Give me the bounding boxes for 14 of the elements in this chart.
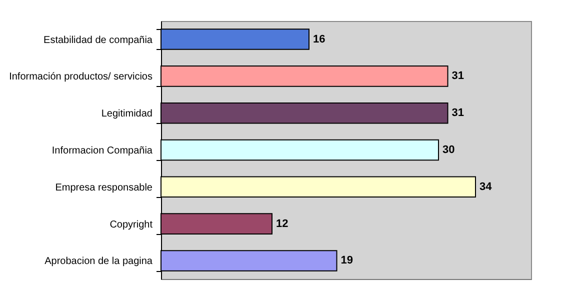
data-label: 30 bbox=[442, 144, 455, 156]
y-tick-label: Informacion Compañia bbox=[52, 146, 153, 156]
data-label: 34 bbox=[480, 180, 493, 193]
y-tick-label: Aprobacion de la pagina bbox=[44, 256, 153, 268]
data-label: 12 bbox=[276, 218, 288, 230]
y-tick-label: Copyright bbox=[110, 219, 153, 230]
data-label: 19 bbox=[340, 254, 353, 267]
y-tick-label: Información productos/ servicios bbox=[9, 72, 152, 83]
data-label: 16 bbox=[313, 33, 326, 46]
data-label: 31 bbox=[452, 107, 464, 120]
data-label: 31 bbox=[452, 70, 464, 82]
y-tick-label: Legitimidad bbox=[101, 108, 152, 120]
y-tick-label: Empresa responsable bbox=[55, 182, 153, 194]
y-tick-label: Estabilidad de compañia bbox=[44, 34, 153, 46]
